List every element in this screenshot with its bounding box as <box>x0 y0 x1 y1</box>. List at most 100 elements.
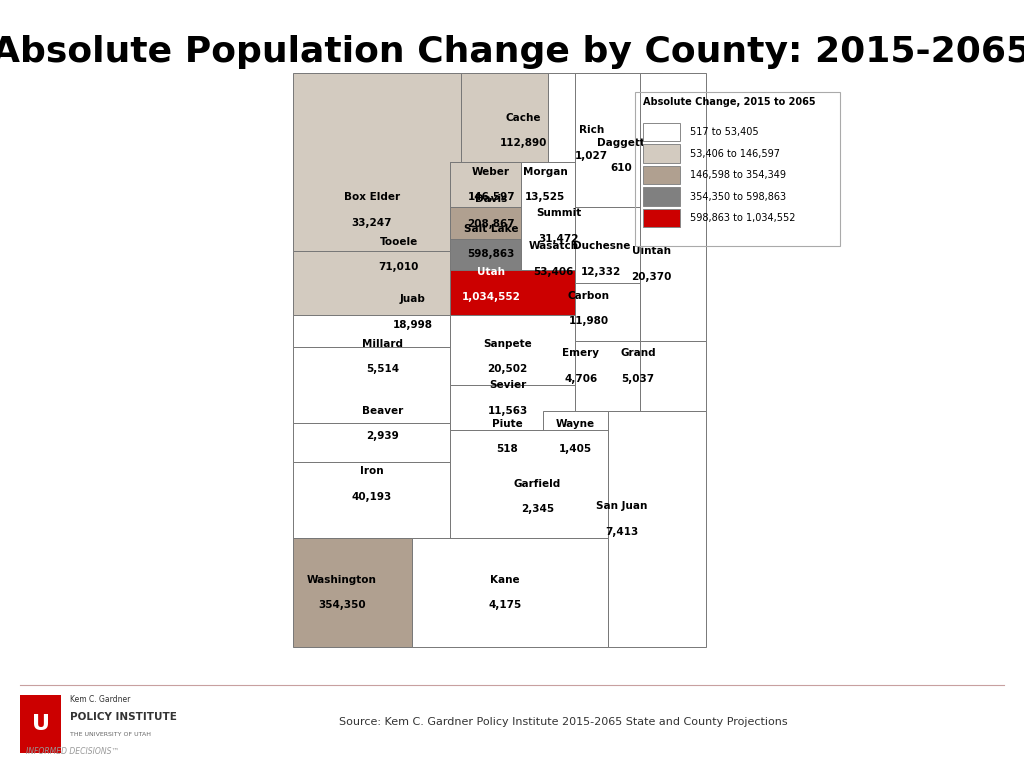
Polygon shape <box>293 347 451 423</box>
Text: 11,563: 11,563 <box>487 406 527 415</box>
Text: 18,998: 18,998 <box>392 319 432 329</box>
Text: Source: Kem C. Gardner Policy Institute 2015-2065 State and County Projections: Source: Kem C. Gardner Policy Institute … <box>339 717 787 727</box>
Text: Piute: Piute <box>493 419 523 429</box>
Polygon shape <box>293 73 461 251</box>
Text: INFORMED DECISIONS™: INFORMED DECISIONS™ <box>26 746 119 756</box>
Polygon shape <box>521 162 575 270</box>
Polygon shape <box>293 251 451 315</box>
Text: POLICY INSTITUTE: POLICY INSTITUTE <box>70 713 177 723</box>
Text: Weber: Weber <box>472 167 510 177</box>
Text: 518: 518 <box>497 444 518 454</box>
Text: 1,034,552: 1,034,552 <box>462 292 520 302</box>
Polygon shape <box>575 341 640 411</box>
Text: Emery: Emery <box>562 349 599 359</box>
Polygon shape <box>461 73 548 162</box>
Text: 5,514: 5,514 <box>366 364 399 374</box>
Polygon shape <box>575 283 640 341</box>
Text: 1,405: 1,405 <box>559 444 592 454</box>
Text: 2,345: 2,345 <box>521 505 554 515</box>
Polygon shape <box>451 430 543 462</box>
Bar <box>643 209 680 227</box>
Text: Summit: Summit <box>537 208 582 218</box>
Polygon shape <box>451 386 575 430</box>
Text: 12,332: 12,332 <box>582 266 622 276</box>
Polygon shape <box>521 162 575 207</box>
Polygon shape <box>451 207 521 239</box>
Polygon shape <box>640 73 706 341</box>
Text: 11,980: 11,980 <box>568 316 609 326</box>
Text: Carbon: Carbon <box>568 291 610 301</box>
Polygon shape <box>451 162 521 207</box>
Text: 31,472: 31,472 <box>539 233 580 243</box>
Text: 112,890: 112,890 <box>500 138 548 148</box>
Text: Absolute Change, 2015 to 2065: Absolute Change, 2015 to 2065 <box>643 97 816 107</box>
Polygon shape <box>608 411 706 647</box>
Text: Salt Lake: Salt Lake <box>464 223 518 233</box>
Text: 598,863 to 1,034,552: 598,863 to 1,034,552 <box>690 213 796 223</box>
Text: 208,867: 208,867 <box>467 220 515 230</box>
Text: 354,350: 354,350 <box>318 600 366 610</box>
Text: 1,027: 1,027 <box>575 151 608 161</box>
Text: Garfield: Garfield <box>514 479 561 489</box>
Text: Sevier: Sevier <box>488 380 526 390</box>
Bar <box>643 187 680 206</box>
Polygon shape <box>575 207 640 303</box>
Text: Utah: Utah <box>477 266 505 276</box>
Polygon shape <box>575 73 663 207</box>
Polygon shape <box>413 538 608 647</box>
Text: 146,598 to 354,349: 146,598 to 354,349 <box>690 170 786 180</box>
FancyBboxPatch shape <box>20 694 61 753</box>
Text: Rich: Rich <box>579 125 604 135</box>
Text: 40,193: 40,193 <box>351 492 392 502</box>
Polygon shape <box>293 538 413 647</box>
Text: Sanpete: Sanpete <box>483 339 531 349</box>
Bar <box>643 123 680 141</box>
Text: Uintah: Uintah <box>632 247 671 257</box>
Polygon shape <box>293 423 451 462</box>
Text: Millard: Millard <box>362 339 403 349</box>
Text: 4,706: 4,706 <box>564 374 597 384</box>
Text: 598,863: 598,863 <box>468 249 515 259</box>
Text: 146,597: 146,597 <box>467 192 515 202</box>
Polygon shape <box>451 239 521 270</box>
Polygon shape <box>451 270 575 315</box>
Text: 71,010: 71,010 <box>379 262 419 272</box>
Text: 20,502: 20,502 <box>487 364 527 374</box>
Text: Tooele: Tooele <box>380 237 418 247</box>
Polygon shape <box>293 315 451 347</box>
Polygon shape <box>640 341 706 411</box>
Text: Box Elder: Box Elder <box>344 192 399 202</box>
Text: 4,175: 4,175 <box>488 600 521 610</box>
Text: Kem C. Gardner: Kem C. Gardner <box>70 695 130 704</box>
Bar <box>643 166 680 184</box>
Text: 13,525: 13,525 <box>525 192 565 202</box>
Text: 354,350 to 598,863: 354,350 to 598,863 <box>690 191 786 202</box>
Polygon shape <box>293 462 451 538</box>
Text: Grand: Grand <box>621 349 656 359</box>
Text: 517 to 53,405: 517 to 53,405 <box>690 127 759 137</box>
Text: Wasatch: Wasatch <box>528 241 579 251</box>
Text: Wayne: Wayne <box>556 419 595 429</box>
Text: 2,939: 2,939 <box>367 431 399 441</box>
Text: Duchesne: Duchesne <box>572 241 630 251</box>
Text: 33,247: 33,247 <box>351 217 392 227</box>
Text: Beaver: Beaver <box>362 406 403 415</box>
Text: 5,037: 5,037 <box>622 374 654 384</box>
Polygon shape <box>521 270 575 283</box>
Polygon shape <box>543 411 640 462</box>
Text: Kane: Kane <box>489 574 519 584</box>
Text: THE UNIVERSITY OF UTAH: THE UNIVERSITY OF UTAH <box>70 732 152 737</box>
Text: Juab: Juab <box>399 294 425 304</box>
Text: 7,413: 7,413 <box>605 527 638 537</box>
Text: Washington: Washington <box>307 574 377 584</box>
Text: 20,370: 20,370 <box>631 272 672 282</box>
Text: 53,406: 53,406 <box>534 266 573 276</box>
Text: 610: 610 <box>610 164 632 174</box>
Text: San Juan: San Juan <box>596 502 647 511</box>
Polygon shape <box>548 73 625 162</box>
Text: Iron: Iron <box>360 466 384 476</box>
Text: Morgan: Morgan <box>523 167 568 177</box>
Text: 53,406 to 146,597: 53,406 to 146,597 <box>690 148 780 159</box>
Text: Davis: Davis <box>475 194 507 204</box>
Polygon shape <box>451 315 575 386</box>
